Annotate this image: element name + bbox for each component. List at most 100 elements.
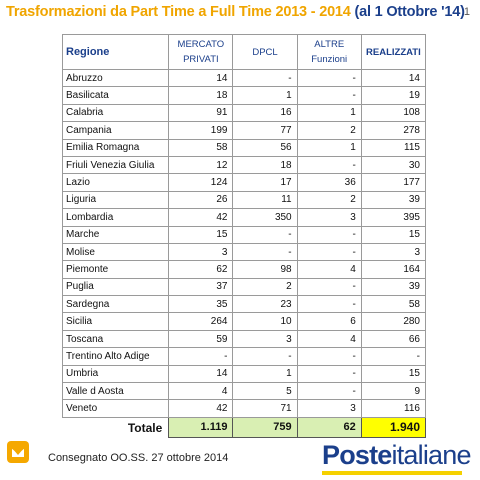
cell-dpcl: 1: [232, 364, 298, 384]
table-body: Abruzzo 14- -14 Basilicata 18 1-19 Calabria 91 1…: [61, 68, 427, 418]
cell-realizzati: 39: [360, 190, 427, 210]
cell-mercato-privati: 3: [168, 242, 234, 262]
cell-mercato-privati: 4: [168, 382, 234, 401]
total-realizzati: 1.940: [360, 416, 427, 438]
cell-regione: Basilicata: [61, 86, 170, 105]
cell-mercato-privati: 12: [168, 155, 234, 175]
cell-dpcl: 1: [232, 86, 298, 105]
cell-regione: Valle d Aosta: [61, 382, 170, 401]
cell-mercato-privati: 62: [168, 260, 234, 279]
cell-realizzati: 66: [360, 329, 427, 349]
total-altre-funzioni: 62: [296, 416, 362, 438]
cell-realizzati: 14: [360, 68, 427, 88]
table-row: Molise 3- -3: [61, 242, 427, 262]
cell-regione: Lazio: [61, 173, 170, 192]
title-suffix: (al 1 Ottobre '14): [350, 4, 465, 20]
logo-regular-part: italiane: [391, 440, 472, 470]
table-row: Toscana 59 3 4 66: [61, 329, 427, 349]
cell-regione: Umbria: [61, 364, 170, 384]
cell-altre-funzioni: 1: [296, 138, 362, 157]
page-title: Trasformazioni da Part Time a Full Time …: [6, 4, 465, 20]
table-row: Friuli Venezia Giulia 12 18-30: [61, 155, 427, 175]
cell-regione: Liguria: [61, 190, 170, 210]
total-mercato-privati: 1.119: [168, 416, 234, 438]
table-row: Lombardia 42 350 3 395: [61, 208, 427, 227]
regions-table: Regione MERCATO PRIVATI DPCL ALTRE Funzion…: [61, 34, 427, 438]
cell-realizzati: 39: [360, 277, 427, 297]
cell-regione: Toscana: [61, 329, 170, 349]
cell-realizzati: 15: [360, 364, 427, 384]
cell-regione: Friuli Venezia Giulia: [61, 155, 170, 175]
cell-realizzati: 280: [360, 312, 427, 331]
cell-dpcl: 10: [232, 312, 298, 331]
cell-mercato-privati: 26: [168, 190, 234, 210]
cell-mercato-privati: -: [168, 347, 234, 366]
cell-regione: Calabria: [61, 103, 170, 123]
cell-altre-funzioni: 36: [296, 173, 362, 192]
cell-dpcl: -: [232, 242, 298, 262]
table-row: Marche 15- -15: [61, 225, 427, 244]
cell-realizzati: 9: [360, 382, 427, 401]
cell-altre-funzioni: 1: [296, 103, 362, 123]
col-header-realizzati: REALIZZATI: [360, 34, 427, 70]
data-table-container: Regione MERCATO PRIVATI DPCL ALTRE Funzion…: [61, 34, 427, 438]
cell-mercato-privati: 264: [168, 312, 234, 331]
cell-regione: Abruzzo: [61, 68, 170, 88]
col-header-altre-funzioni: ALTRE Funzioni: [296, 34, 362, 70]
cell-altre-funzioni: 4: [296, 260, 362, 279]
cell-realizzati: 177: [360, 173, 427, 192]
title-main: Trasformazioni da Part Time a Full Time …: [6, 4, 351, 20]
footer-delivery-note: Consegnato OO.SS. 27 ottobre 2014: [48, 452, 229, 464]
cell-regione: Puglia: [61, 277, 170, 297]
cell-regione: Marche: [61, 225, 170, 244]
cell-altre-funzioni: -: [296, 364, 362, 384]
cell-realizzati: -: [360, 347, 427, 366]
posteitaliane-logo: Posteitaliane: [322, 440, 472, 471]
cell-mercato-privati: 37: [168, 277, 234, 297]
cell-dpcl: 11: [232, 190, 298, 210]
cell-mercato-privati: 42: [168, 399, 234, 418]
cell-realizzati: 115: [360, 138, 427, 157]
cell-altre-funzioni: -: [296, 347, 362, 366]
col-header-mercato-privati: MERCATO PRIVATI: [168, 34, 234, 70]
table-row: Lazio 124 17 36 177: [61, 173, 427, 192]
cell-altre-funzioni: 2: [296, 121, 362, 140]
cell-realizzati: 30: [360, 155, 427, 175]
cell-regione: Emilia Romagna: [61, 138, 170, 157]
cell-altre-funzioni: -: [296, 295, 362, 314]
table-row: Abruzzo 14- -14: [61, 68, 427, 88]
cell-realizzati: 3: [360, 242, 427, 262]
page-number: 1: [463, 6, 470, 18]
cell-mercato-privati: 15: [168, 225, 234, 244]
cell-mercato-privati: 42: [168, 208, 234, 227]
cell-regione: Lombardia: [61, 208, 170, 227]
cell-dpcl: 5: [232, 382, 298, 401]
cell-dpcl: 23: [232, 295, 298, 314]
cell-mercato-privati: 18: [168, 86, 234, 105]
total-row: Totale 1.119 759 62 1.940: [62, 416, 427, 438]
logo-bold-part: Poste: [322, 440, 392, 470]
table-row: Trentino Alto Adige - - - -: [61, 347, 427, 366]
table-row: Emilia Romagna 58 56 1 115: [61, 138, 427, 157]
cell-dpcl: 56: [232, 138, 298, 157]
table-row: Puglia 37 2-39: [61, 277, 427, 297]
cell-altre-funzioni: 2: [296, 190, 362, 210]
cell-regione: Molise: [61, 242, 170, 262]
cell-dpcl: 98: [232, 260, 298, 279]
cell-altre-funzioni: 3: [296, 399, 362, 418]
table-row: Sicilia 264 10 6 280: [61, 312, 427, 331]
cell-dpcl: 3: [232, 329, 298, 349]
cell-mercato-privati: 91: [168, 103, 234, 123]
cell-realizzati: 164: [360, 260, 427, 279]
table-row: Veneto 42 71 3 116: [61, 399, 427, 418]
cell-dpcl: 71: [232, 399, 298, 418]
cell-dpcl: 17: [232, 173, 298, 192]
cell-altre-funzioni: -: [296, 68, 362, 88]
cell-realizzati: 108: [360, 103, 427, 123]
cell-realizzati: 58: [360, 295, 427, 314]
cell-altre-funzioni: -: [296, 382, 362, 401]
logo-underline: [322, 471, 462, 475]
cell-mercato-privati: 58: [168, 138, 234, 157]
cell-mercato-privati: 14: [168, 364, 234, 384]
total-dpcl: 759: [232, 416, 298, 438]
